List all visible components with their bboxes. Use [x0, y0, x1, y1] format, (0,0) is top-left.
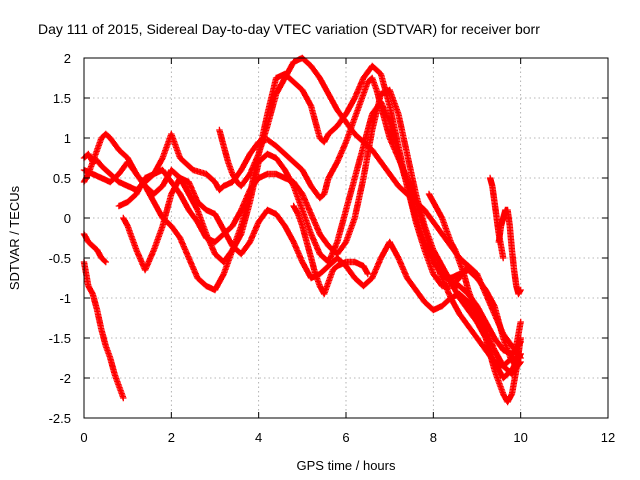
x-tick-label: 0	[80, 430, 87, 445]
data-points-trace-13	[438, 266, 524, 366]
data-points-trace-10	[425, 190, 524, 406]
x-tick-label: 10	[513, 430, 527, 445]
series-trace-2	[80, 230, 109, 266]
series-trace-12	[495, 206, 524, 298]
x-axis-label: GPS time / hours	[297, 458, 396, 473]
y-tick-label: 0.5	[53, 171, 71, 186]
y-tick-label: -1.5	[49, 331, 71, 346]
axis-ticks: -2.5 -2 -1.5 -1 -0.5 0 0.5 1 1.5 2 0 2 4 6 8 10 12	[49, 51, 616, 445]
data-points-trace-9	[290, 202, 371, 298]
data-points-trace-2	[80, 230, 109, 266]
y-tick-label: -1	[59, 291, 71, 306]
y-tick-label: -0.5	[49, 251, 71, 266]
series-trace-13	[438, 266, 524, 366]
y-tick-label: 1	[64, 131, 71, 146]
data-points-trace-12	[495, 206, 524, 298]
data-points-trace-6	[115, 86, 524, 382]
x-tick-label: 6	[342, 430, 349, 445]
series-trace-9	[290, 202, 371, 298]
y-tick-label: 0	[64, 211, 71, 226]
chart-title: Day 111 of 2015, Sidereal Day-to-day VTE…	[38, 21, 540, 37]
data-points-trace-8	[216, 54, 481, 278]
series-trace-10	[425, 190, 524, 406]
y-tick-label: 2	[64, 51, 71, 66]
y-tick-label: -2.5	[49, 411, 71, 426]
x-tick-label: 8	[430, 430, 437, 445]
x-tick-label: 2	[168, 430, 175, 445]
series-group	[80, 54, 524, 406]
series-trace-6	[115, 86, 524, 382]
y-axis-label: SDTVAR / TECUs	[7, 185, 22, 290]
x-tick-label: 12	[601, 430, 615, 445]
y-tick-label: -2	[59, 371, 71, 386]
x-tick-label: 4	[255, 430, 262, 445]
series-trace-8	[216, 54, 481, 278]
series-trace-1	[80, 258, 127, 402]
y-tick-label: 1.5	[53, 91, 71, 106]
data-points-trace-1	[80, 258, 127, 402]
